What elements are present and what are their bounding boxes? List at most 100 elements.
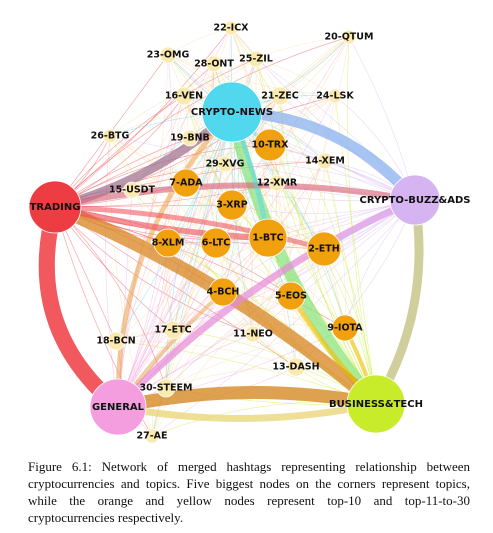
top10-node-circle [253, 128, 287, 162]
node-trx: 10-TRX [252, 128, 290, 162]
top11-30-node-circle [270, 86, 290, 106]
node-eos: 5-EOS [275, 281, 307, 311]
topic-node-circle [201, 81, 263, 143]
node-btg: 26-BTG [91, 128, 130, 144]
thin-edge [231, 111, 346, 329]
node-ae: 27-AE [136, 428, 168, 444]
thin-edge [151, 199, 416, 437]
node-business: BUSINESS&TECH [329, 374, 423, 434]
top11-30-node-circle [163, 320, 183, 340]
topic-link [52, 182, 418, 210]
thin-edge [117, 163, 226, 408]
thin-edge [165, 111, 233, 389]
topic-node-label: GENERAL [92, 402, 145, 413]
thin-edge [131, 144, 271, 191]
figure-caption: Figure 6.1: Network of merged hashtags r… [28, 459, 470, 525]
top11-30-node-circle [205, 55, 223, 73]
topic-node-circle [28, 180, 82, 234]
thin-edge [167, 54, 377, 405]
thin-edge [105, 135, 119, 408]
top11-30-node-label: 19-BNB [170, 133, 210, 144]
topic-node-circle [346, 374, 406, 434]
topic-node-label: TRADING [30, 202, 81, 213]
top10-node-label: 7-ADA [169, 178, 203, 189]
node-general: GENERAL [89, 378, 147, 436]
thin-edge [255, 36, 350, 60]
thin-edge [54, 206, 254, 335]
top10-node-circle [331, 314, 359, 342]
node-btc: 1-BTC [248, 218, 288, 258]
thin-edge [167, 58, 257, 244]
node-neo: 11-NEO [233, 325, 273, 343]
top11-30-node-label: 20-QTUM [325, 32, 374, 43]
thin-edge [276, 182, 377, 405]
top11-30-node-label: 17-ETC [154, 325, 191, 336]
top11-30-node-label: 23-OMG [147, 50, 190, 61]
node-omg: 23-OMG [147, 46, 190, 64]
thin-edge [255, 58, 377, 405]
top10-node-label: 5-EOS [275, 291, 307, 302]
thin-edge [117, 95, 336, 408]
thin-edge [167, 54, 336, 97]
top11-30-node-label: 21-ZEC [261, 91, 299, 102]
node-ont: 28-ONT [194, 55, 234, 73]
top11-30-node-circle [247, 50, 265, 68]
thin-edge [54, 27, 232, 208]
node-xvg: 29-XVG [206, 155, 245, 173]
thin-edge [165, 366, 297, 389]
thin-edge [224, 95, 336, 165]
topic-node-circle [389, 174, 441, 226]
top11-30-node-label: 22-ICX [214, 23, 250, 34]
top10-node-label: 9-IOTA [327, 323, 363, 334]
top11-30-node-label: 26-BTG [91, 131, 130, 142]
node-eth: 2-ETH [306, 231, 342, 267]
topic-link [38, 199, 126, 415]
thin-edge [231, 95, 336, 206]
thin-edge [252, 95, 336, 335]
node-zil: 25-ZIL [239, 50, 273, 68]
top11-30-node-circle [159, 46, 177, 64]
node-etc: 17-ETC [154, 320, 192, 340]
thin-edge [54, 58, 257, 208]
top11-30-node-label: 11-NEO [233, 329, 273, 340]
thin-edge [252, 199, 416, 335]
thin-edge [189, 137, 416, 201]
thin-edge [151, 248, 325, 437]
node-icx: 22-ICX [214, 20, 250, 36]
top10-node-circle [216, 189, 248, 221]
top10-node-circle [276, 281, 306, 311]
node-ada: 7-ADA [169, 168, 203, 198]
top11-30-node-label: 27-AE [136, 431, 167, 442]
top11-30-node-label: 14-XEM [305, 156, 345, 167]
thin-edge [109, 135, 292, 297]
thin-edge [230, 27, 297, 368]
thin-edge [269, 144, 346, 329]
top11-30-node-circle [216, 155, 234, 173]
thin-edge [324, 160, 346, 329]
top11-30-node-label: 29-XVG [206, 159, 245, 170]
top10-node-label: 10-TRX [252, 140, 290, 151]
top11-30-node-circle [286, 357, 306, 377]
node-usdt: 15-USDT [109, 181, 156, 199]
thin-edge [172, 27, 232, 331]
top11-30-node-circle [244, 325, 262, 343]
node-iota: 9-IOTA [327, 314, 363, 342]
top11-30-node-circle [106, 331, 126, 351]
thin-edge [131, 95, 185, 191]
crypto-hashtag-network: 11-NEO 12-XMR 13-DASH 14-XEM 15-USDT 16-VEN 17… [28, 20, 470, 444]
topic-link [111, 386, 383, 414]
thin-edge [115, 340, 297, 368]
node-xlm: 8-XLM [152, 228, 184, 258]
thin-edge [115, 199, 416, 342]
thin-edge [255, 58, 336, 97]
topic-link [52, 204, 327, 252]
top11-30-node-label: 25-ZIL [239, 54, 273, 65]
node-dash: 13-DASH [272, 357, 320, 377]
top11-30-node-label: 24-LSK [316, 91, 354, 102]
top11-30-node-circle [156, 378, 176, 398]
node-xrp: 3-XRP [216, 189, 248, 221]
topic-node-label: CRYPTO-NEWS [191, 107, 273, 118]
node-ven: 16-VEN [165, 86, 203, 106]
node-lsk: 24-LSK [316, 88, 354, 104]
topic-link [371, 195, 424, 409]
